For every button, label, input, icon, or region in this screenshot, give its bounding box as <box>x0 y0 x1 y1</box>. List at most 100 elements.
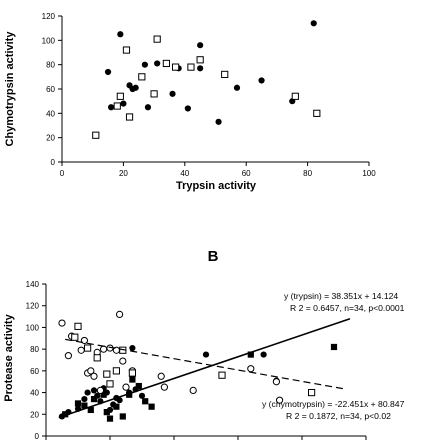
data-point <box>103 409 110 416</box>
trypsin-stats: R 2 = 0.6457, n=34, p<0.0001 <box>290 303 405 313</box>
data-point <box>258 77 265 84</box>
y-tick-label: 80 <box>30 345 39 354</box>
data-point <box>84 344 92 352</box>
data-point <box>196 56 204 64</box>
data-point <box>103 370 111 378</box>
data-point <box>122 383 130 391</box>
data-point <box>74 322 82 330</box>
panel-b-y-axis-label: Protease activity <box>3 313 15 401</box>
data-point <box>148 403 155 410</box>
data-point <box>221 70 229 79</box>
panel-a-chart: 0 20 40 60 80 100 120 0 20 40 60 80 100 Trypsin acti… <box>4 12 376 192</box>
data-point <box>129 376 136 383</box>
y-tick-label: 20 <box>30 410 39 419</box>
data-point <box>291 92 299 100</box>
fit-line-trypsin <box>58 317 351 419</box>
data-point <box>81 395 88 403</box>
trypsin-equation: y (trypsin) = 38.351x + 14.124 <box>284 291 398 301</box>
data-point <box>106 415 114 422</box>
data-point <box>81 402 88 409</box>
data-point <box>90 395 98 403</box>
data-point <box>106 380 114 388</box>
data-point <box>120 100 127 107</box>
fit-line-chymotrypsin <box>65 338 347 390</box>
data-point <box>96 386 105 394</box>
data-point <box>187 63 195 71</box>
data-point <box>310 20 317 27</box>
data-point <box>112 367 121 375</box>
y-tick-label: 0 <box>35 432 40 440</box>
y-tick-label: 100 <box>26 323 40 332</box>
panel-a-ticks: 0 20 40 60 80 100 120 0 20 40 60 80 100 <box>42 12 377 178</box>
data-point <box>64 352 73 360</box>
data-point <box>93 354 101 362</box>
x-tick-label: 20 <box>119 169 128 178</box>
data-point <box>162 59 170 68</box>
data-point <box>138 73 146 81</box>
data-point <box>126 391 133 398</box>
panel-b-letter: B <box>208 248 219 265</box>
y-tick-label: 0 <box>51 158 56 167</box>
data-point <box>62 411 69 418</box>
data-point <box>90 387 98 394</box>
data-point <box>117 31 124 38</box>
data-point <box>87 367 95 375</box>
data-point <box>218 371 226 379</box>
data-point <box>119 357 127 365</box>
y-tick-label: 120 <box>26 302 40 311</box>
panel-b-chart: 0 20 40 60 80 100 120 140 Protease activity y (… <box>3 280 405 440</box>
data-point <box>113 102 121 110</box>
data-point <box>197 65 204 72</box>
data-point <box>84 389 91 396</box>
data-point <box>276 396 284 404</box>
data-point <box>138 392 146 399</box>
y-tick-label: 60 <box>30 367 39 376</box>
data-point <box>90 372 98 380</box>
data-point <box>74 400 82 407</box>
panel-b-fit-lines <box>58 317 351 419</box>
data-point <box>116 397 123 404</box>
data-point <box>160 383 168 391</box>
data-point <box>184 105 191 112</box>
data-point <box>129 344 136 352</box>
data-point <box>153 35 161 43</box>
data-point <box>330 343 338 351</box>
data-point <box>71 333 79 341</box>
panel-a-points <box>92 20 321 139</box>
y-tick-label: 60 <box>46 85 55 94</box>
data-point <box>272 378 280 386</box>
data-point <box>104 68 112 76</box>
data-point <box>247 365 255 373</box>
data-point <box>135 382 142 390</box>
data-point <box>189 386 197 394</box>
data-point <box>260 351 267 358</box>
data-point <box>233 84 241 91</box>
data-point <box>116 92 124 100</box>
x-tick-label: 40 <box>180 169 189 178</box>
data-point <box>202 351 210 358</box>
data-point <box>128 369 137 377</box>
x-tick-label: 100 <box>362 169 376 178</box>
data-point <box>313 109 321 117</box>
y-tick-label: 20 <box>46 134 55 143</box>
data-point <box>154 60 161 67</box>
data-point <box>125 113 134 121</box>
panel-b-ticks: 0 20 40 60 80 100 120 140 <box>26 280 367 440</box>
chymotrypsin-stats: R 2 = 0.1872, n=34, p<0.02 <box>286 411 391 421</box>
data-point <box>100 345 108 353</box>
data-point <box>247 351 254 358</box>
panel-a-y-axis-label: Chymotrypsin activity <box>4 31 16 147</box>
data-point <box>122 46 131 54</box>
data-point <box>142 398 149 405</box>
y-tick-label: 120 <box>42 12 56 21</box>
data-point <box>58 319 66 327</box>
data-point <box>116 310 124 318</box>
data-point <box>150 90 158 98</box>
data-point <box>215 118 222 125</box>
data-point <box>87 406 94 414</box>
y-tick-label: 80 <box>46 61 55 70</box>
data-point <box>141 61 148 68</box>
y-tick-label: 100 <box>42 36 56 45</box>
data-point <box>132 84 139 91</box>
